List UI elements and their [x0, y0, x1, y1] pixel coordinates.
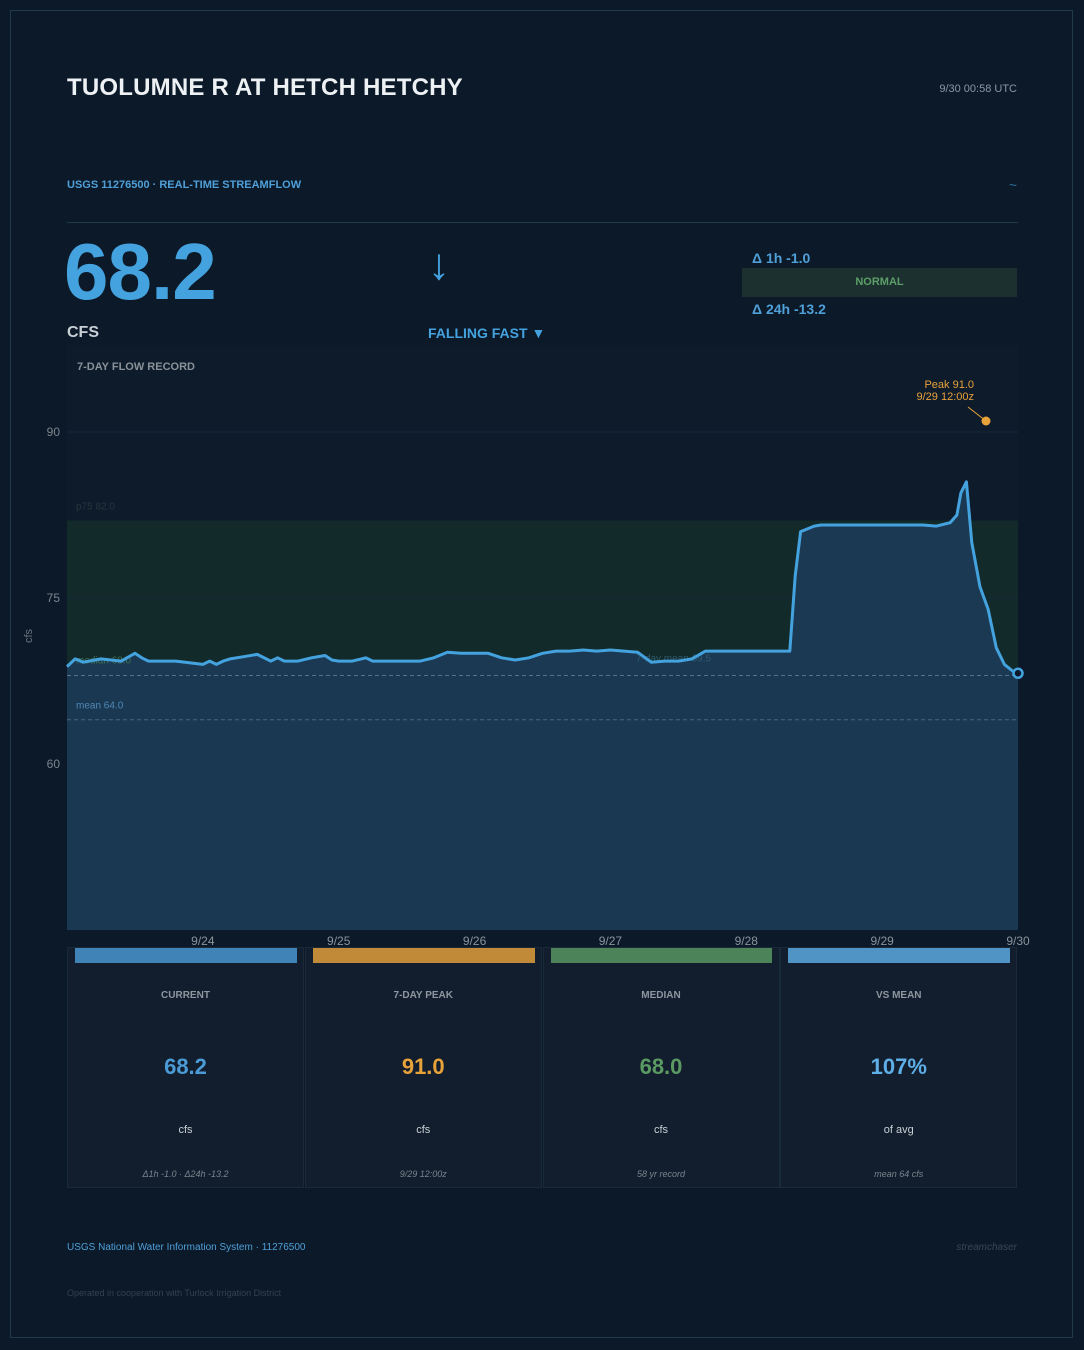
status-badge: NORMAL: [742, 268, 1017, 297]
card-value: 107%: [870, 1054, 927, 1079]
card-vs-mean: VS MEAN 107% of avg mean 64 cfs: [780, 947, 1018, 1188]
card-accent-bar: [788, 948, 1010, 963]
x-tick-label: 9/30: [1006, 934, 1030, 948]
y-axis-label: cfs: [23, 628, 35, 643]
peak-point: [981, 416, 991, 426]
median-label: median 68.0: [76, 655, 131, 666]
card-unit: cfs: [653, 1124, 669, 1136]
card-current: CURRENT 68.2 cfs Δ1h -1.0 · Δ24h -13.2: [67, 947, 304, 1188]
x-tick-label: 9/28: [735, 934, 759, 948]
card-value: 68.0: [639, 1054, 683, 1079]
current-flow-unit: CFS: [67, 324, 99, 341]
y-tick-label: 60: [47, 757, 61, 771]
page-frame: [10, 10, 1073, 1338]
footer-cooperation: Operated in cooperation with Turlock Irr…: [67, 1288, 282, 1298]
card-note: 9/29 12:00z: [399, 1169, 447, 1179]
seven-day-mean-label: 7-day mean 69.5: [636, 653, 711, 664]
peak-label: Peak 91.0: [924, 379, 974, 391]
timestamp: 9/30 00:58 UTC: [939, 83, 1017, 95]
card-note: Δ1h -1.0 · Δ24h -13.2: [142, 1169, 229, 1179]
flow-area: [67, 481, 1018, 930]
current-point: [1012, 667, 1024, 680]
y-tick-label: 75: [47, 591, 61, 605]
card-note: mean 64 cfs: [874, 1169, 924, 1179]
chart-title: 7-DAY FLOW RECORD: [77, 361, 195, 373]
x-tick-label: 9/26: [463, 934, 487, 948]
card-7-day-peak: 7-DAY PEAK 91.0 cfs 9/29 12:00z: [304, 947, 542, 1188]
card-unit: cfs: [178, 1124, 193, 1136]
station-subtitle: USGS 11276500 · REAL-TIME STREAMFLOW: [67, 179, 302, 191]
footer-brand: streamchaser: [956, 1242, 1017, 1253]
p75-label: p75 82.0: [76, 502, 115, 513]
header-divider: [67, 222, 1018, 223]
delta-24h: Δ 24h -13.2: [752, 301, 826, 317]
card-label: VS MEAN: [875, 990, 922, 1001]
current-flow-value: 68.2: [64, 227, 217, 316]
y-tick-label: 90: [47, 425, 61, 439]
mean-label: mean 64.0: [76, 701, 124, 712]
x-tick-label: 9/25: [327, 934, 351, 948]
card-accent-bar: [550, 948, 773, 963]
x-tick-label: 9/29: [870, 934, 894, 948]
summary-cards: CURRENT 68.2 cfs Δ1h -1.0 · Δ24h -13.2 7-DAY…: [67, 947, 1018, 1188]
flow-chart: p75 82.0p25 47.0 median 68.07-day mean 6…: [23, 345, 1030, 948]
card-unit: of avg: [883, 1124, 914, 1136]
x-tick-label: 9/27: [599, 934, 623, 948]
delta-1h: Δ 1h -1.0: [752, 250, 811, 266]
card-value: 68.2: [164, 1054, 207, 1079]
card-label: 7-DAY PEAK: [393, 990, 453, 1001]
station-title: TUOLUMNE R AT HETCH HETCHY: [67, 74, 463, 101]
card-value: 91.0: [401, 1054, 445, 1079]
card-accent-bar: [75, 948, 297, 963]
x-tick-label: 9/24: [191, 934, 215, 948]
peak-time: 9/29 12:00z: [917, 391, 975, 403]
card-label: MEDIAN: [641, 990, 681, 1001]
card-accent-bar: [312, 948, 535, 963]
card-note: 58 yr record: [636, 1169, 686, 1179]
flow-line: [65, 480, 1019, 675]
card-median: MEDIAN 68.0 cfs 58 yr record: [542, 947, 780, 1188]
footer-source[interactable]: USGS National Water Information System ·…: [67, 1242, 306, 1253]
trend-arrow-icon: ↓: [428, 240, 450, 289]
trend-label: FALLING FAST ▼: [428, 325, 546, 341]
card-label: CURRENT: [161, 990, 210, 1001]
card-unit: cfs: [416, 1124, 431, 1136]
wave-icon: ~: [1008, 177, 1017, 193]
